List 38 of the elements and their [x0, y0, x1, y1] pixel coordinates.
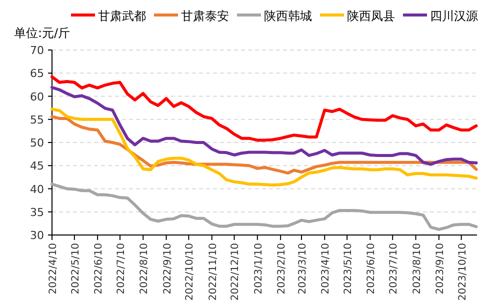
y-axis-title: 单位:元/斤 — [14, 26, 70, 40]
y-tick-label: 65 — [30, 67, 44, 80]
x-tick-label: 2022/9/10 — [162, 243, 174, 294]
legend-label: 甘肃武都 — [98, 9, 146, 23]
x-tick-label: 2023/1/10 — [253, 243, 264, 294]
line-series — [50, 86, 478, 166]
x-tick-label: 2023/5/10 — [343, 243, 354, 294]
legend-label: 陕西韩城 — [264, 9, 312, 23]
x-tick-label: 2023/3/10 — [297, 243, 308, 294]
y-tick-label: 30 — [30, 229, 44, 242]
legend-label: 陕西凤县 — [347, 9, 395, 23]
y-tick-label: 35 — [30, 206, 44, 219]
x-tick-label: 2022/5/10 — [70, 243, 82, 294]
y-tick-label: 55 — [30, 113, 44, 126]
x-tick-label: 2023/2/10 — [276, 243, 288, 294]
x-tick-label: 2022/10/10 — [184, 243, 196, 301]
x-tick-label: 2022/6/10 — [94, 243, 105, 294]
legend-label: 甘肃泰安 — [181, 9, 229, 23]
y-tick-label: 40 — [30, 182, 44, 196]
x-tick-label: 2023/10/10 — [457, 243, 468, 301]
x-tick-label: 2023/6/10 — [366, 243, 378, 294]
y-tick-label: 50 — [30, 136, 44, 150]
y-tick-label: 70 — [30, 44, 44, 57]
x-tick-label: 2023/7/10 — [388, 243, 400, 294]
x-tick-label: 2022/4/10 — [48, 243, 59, 294]
y-tick-label: 45 — [30, 160, 44, 173]
line-series — [50, 182, 478, 231]
y-tick-label: 60 — [30, 90, 44, 104]
x-tick-label: 2023/4/10 — [320, 243, 332, 294]
line-series — [50, 75, 478, 142]
x-tick-label: 2023/8/10 — [412, 243, 423, 294]
line-series — [50, 108, 478, 187]
x-tick-label: 2022/11/10 — [208, 243, 219, 301]
x-tick-label: 2023/9/10 — [434, 243, 446, 294]
x-tick-label: 2022/8/10 — [139, 243, 150, 294]
x-tick-label: 2022/12/10 — [230, 243, 242, 301]
legend-label: 四川汉源 — [430, 9, 478, 23]
x-tick-label: 2022/7/10 — [116, 243, 127, 294]
